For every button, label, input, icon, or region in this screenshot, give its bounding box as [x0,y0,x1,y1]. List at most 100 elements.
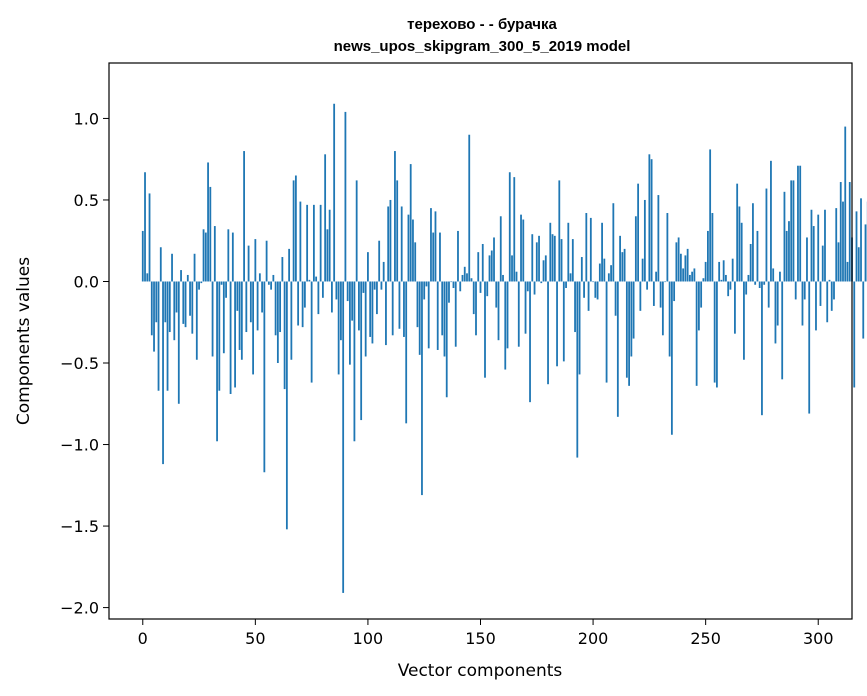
bar-228 [655,271,658,282]
bar-24 [195,281,198,360]
bar-21 [189,281,191,316]
bar-284 [781,281,784,380]
bar-231 [661,281,664,336]
bar-227 [652,281,655,306]
bar-167 [517,281,520,347]
bar-287 [788,221,790,282]
bar-260 [727,281,730,297]
bar-259 [725,274,727,282]
bar-62 [281,257,284,282]
bar-189 [567,222,570,282]
bar-267 [743,281,745,360]
y-axis-label: Components values [14,257,34,425]
bar-157 [495,281,498,308]
bar-0 [141,230,144,282]
bar-32 [213,226,216,282]
bar-125 [423,281,426,300]
bar-147 [472,281,475,315]
bar-238 [677,237,680,282]
bar-149 [477,252,480,282]
bar-188 [565,281,567,289]
bar-223 [643,199,646,282]
y-tick-label: 0.0 [74,272,99,291]
bar-124 [421,281,423,496]
bar-309 [837,242,840,282]
bar-63 [283,281,286,390]
bar-27 [202,229,205,282]
bar-176 [538,235,540,282]
bar-141 [459,281,462,292]
bar-299 [815,281,817,331]
bar-33 [216,281,218,442]
bar-53 [261,281,263,313]
bar-200 [592,281,594,283]
bar-9 [162,281,164,465]
bar-5 [153,281,155,352]
bar-246 [695,281,698,386]
chart-subtitle: news_upos_skipgram_300_5_2019 model [334,38,631,55]
bar-54 [263,281,266,473]
bar-185 [558,180,561,282]
bar-31 [211,281,214,357]
bar-206 [605,281,608,383]
bar-171 [526,281,529,292]
bar-314 [848,182,851,282]
bar-186 [560,239,563,282]
bar-306 [830,281,833,311]
bar-250 [704,261,707,282]
bar-122 [416,281,419,328]
bar-316 [853,281,856,388]
bar-113 [396,180,399,282]
bar-255 [716,281,718,388]
bar-272 [754,281,757,285]
y-tick-label: 1.0 [74,109,99,128]
bar-74 [308,279,311,282]
bar-257 [720,279,723,282]
bar-140 [457,230,459,282]
bar-216 [628,281,630,386]
x-axis-label: Vector components [398,661,563,681]
bar-295 [806,237,808,282]
bar-130 [434,211,437,282]
bar-187 [562,281,565,362]
bar-271 [752,203,754,282]
bar-19 [184,281,187,328]
bar-303 [824,209,826,282]
bar-66 [290,281,293,360]
bar-72 [303,281,306,308]
bar-128 [430,208,432,282]
bar-252 [709,149,712,282]
bar-175 [535,242,538,282]
bar-82 [326,229,329,282]
bar-305 [828,279,831,282]
bar-307 [833,281,835,300]
bar-225 [648,154,651,282]
bar-155 [490,250,493,282]
bar-22 [191,281,194,334]
bar-159 [499,216,502,282]
bar-152 [484,281,486,378]
bar-59 [274,281,277,336]
bar-224 [646,281,649,290]
bar-129 [432,232,435,282]
bar-229 [657,195,660,282]
bar-92 [349,281,351,365]
bar-308 [835,208,838,282]
bar-119 [409,164,412,282]
bar-251 [707,230,709,282]
bar-178 [542,260,545,282]
bar-68 [294,175,297,282]
bar-211 [616,281,619,417]
bar-16 [177,281,180,404]
bar-84 [331,281,333,313]
bar-298 [812,226,815,282]
bar-87 [337,281,340,375]
bar-69 [297,281,300,326]
bar-196 [583,281,585,298]
bar-300 [817,214,820,282]
x-tick-label: 150 [465,629,496,648]
bar-102 [371,281,374,344]
bar-134 [443,281,446,357]
bar-100 [367,252,369,282]
